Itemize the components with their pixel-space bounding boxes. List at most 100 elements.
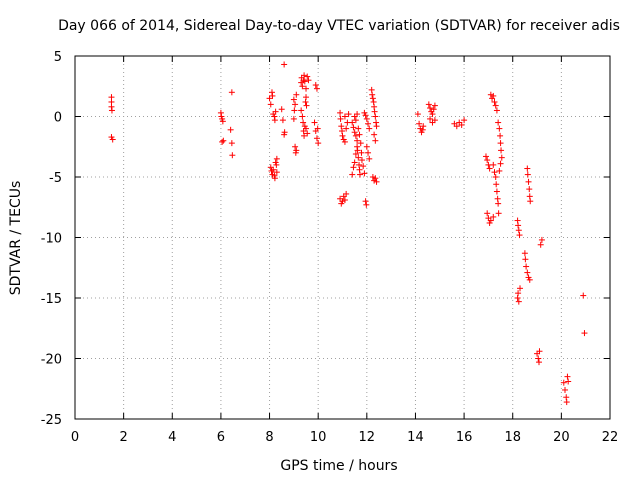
data-point [108,107,115,114]
data-point [349,171,356,178]
y-tick-label: -5 [49,171,62,186]
x-tick-label: 22 [602,430,619,445]
data-point [493,107,500,114]
data-point [431,102,438,109]
data-point [372,175,379,182]
data-point [271,117,278,124]
data-point [536,348,543,355]
data-point [430,106,437,113]
x-tick-label: 18 [504,430,521,445]
data-point [357,171,364,178]
data-point [337,115,344,122]
data-point [369,91,376,98]
data-point [292,149,299,156]
y-tick-label: 5 [54,50,62,65]
data-point [352,151,359,158]
data-point [301,78,308,85]
data-point [535,355,542,362]
data-point [497,132,504,139]
data-point [273,155,280,162]
data-point [371,108,378,115]
x-tick-label: 20 [553,430,570,445]
data-point [281,61,288,68]
data-point [537,241,544,248]
data-point [338,123,345,130]
data-point [498,154,505,161]
data-point [269,92,276,99]
data-point [281,129,288,136]
data-point [363,201,370,208]
data-point [490,92,497,99]
plot-frame [74,55,611,420]
data-point [369,95,376,102]
data-point [362,112,369,119]
data-point [487,217,494,224]
data-point [313,135,320,142]
data-point [365,120,372,127]
data-point [420,123,427,130]
data-point [495,119,502,126]
data-point [497,160,504,167]
data-point [228,140,235,147]
data-point [495,200,502,207]
data-point [293,91,300,98]
data-point [312,82,319,89]
data-point [371,131,378,138]
data-point [351,129,358,136]
data-point [458,121,465,128]
data-point [363,143,370,150]
data-point [351,159,358,166]
data-point [526,276,533,283]
data-point [498,147,505,154]
data-point [431,117,438,124]
data-point [522,256,529,263]
x-tick-label: 10 [310,430,327,445]
data-point [497,140,504,147]
data-point [300,119,307,126]
data-point [535,359,542,366]
data-point [355,125,362,132]
data-point [304,73,311,80]
y-axis-label: SDTVAR / TECUs [8,181,24,296]
data-point [267,101,274,108]
data-point [495,210,502,217]
data-point [491,98,498,105]
data-point [354,111,361,118]
data-point [560,379,567,386]
data-point [453,123,460,130]
data-point [354,143,361,150]
data-point [354,137,361,144]
data-point [292,143,299,150]
data-point [290,96,297,103]
data-point [355,154,362,161]
data-point [563,399,570,406]
data-point [350,124,357,131]
data-point [425,101,432,108]
data-point [515,222,522,229]
data-point [366,155,373,162]
data-point [220,137,227,144]
data-point [515,227,522,234]
data-point [484,210,491,217]
data-point [337,109,344,116]
data-point [303,85,310,92]
x-tick-label: 4 [168,430,176,445]
chart-title: Day 066 of 2014, Sidereal Day-to-day VTE… [58,18,620,34]
data-point [516,232,523,239]
data-point [304,130,311,137]
data-point [486,165,493,172]
data-point [564,373,571,380]
data-point [496,167,503,174]
data-point [299,113,306,120]
data-point [358,149,365,156]
data-point [373,178,380,185]
data-point [313,85,320,92]
data-point [493,181,500,188]
x-tick-label: 0 [71,430,79,445]
data-point [526,186,533,193]
data-point [349,119,356,126]
data-point [372,113,379,120]
data-point [581,330,588,337]
data-point [372,137,379,144]
